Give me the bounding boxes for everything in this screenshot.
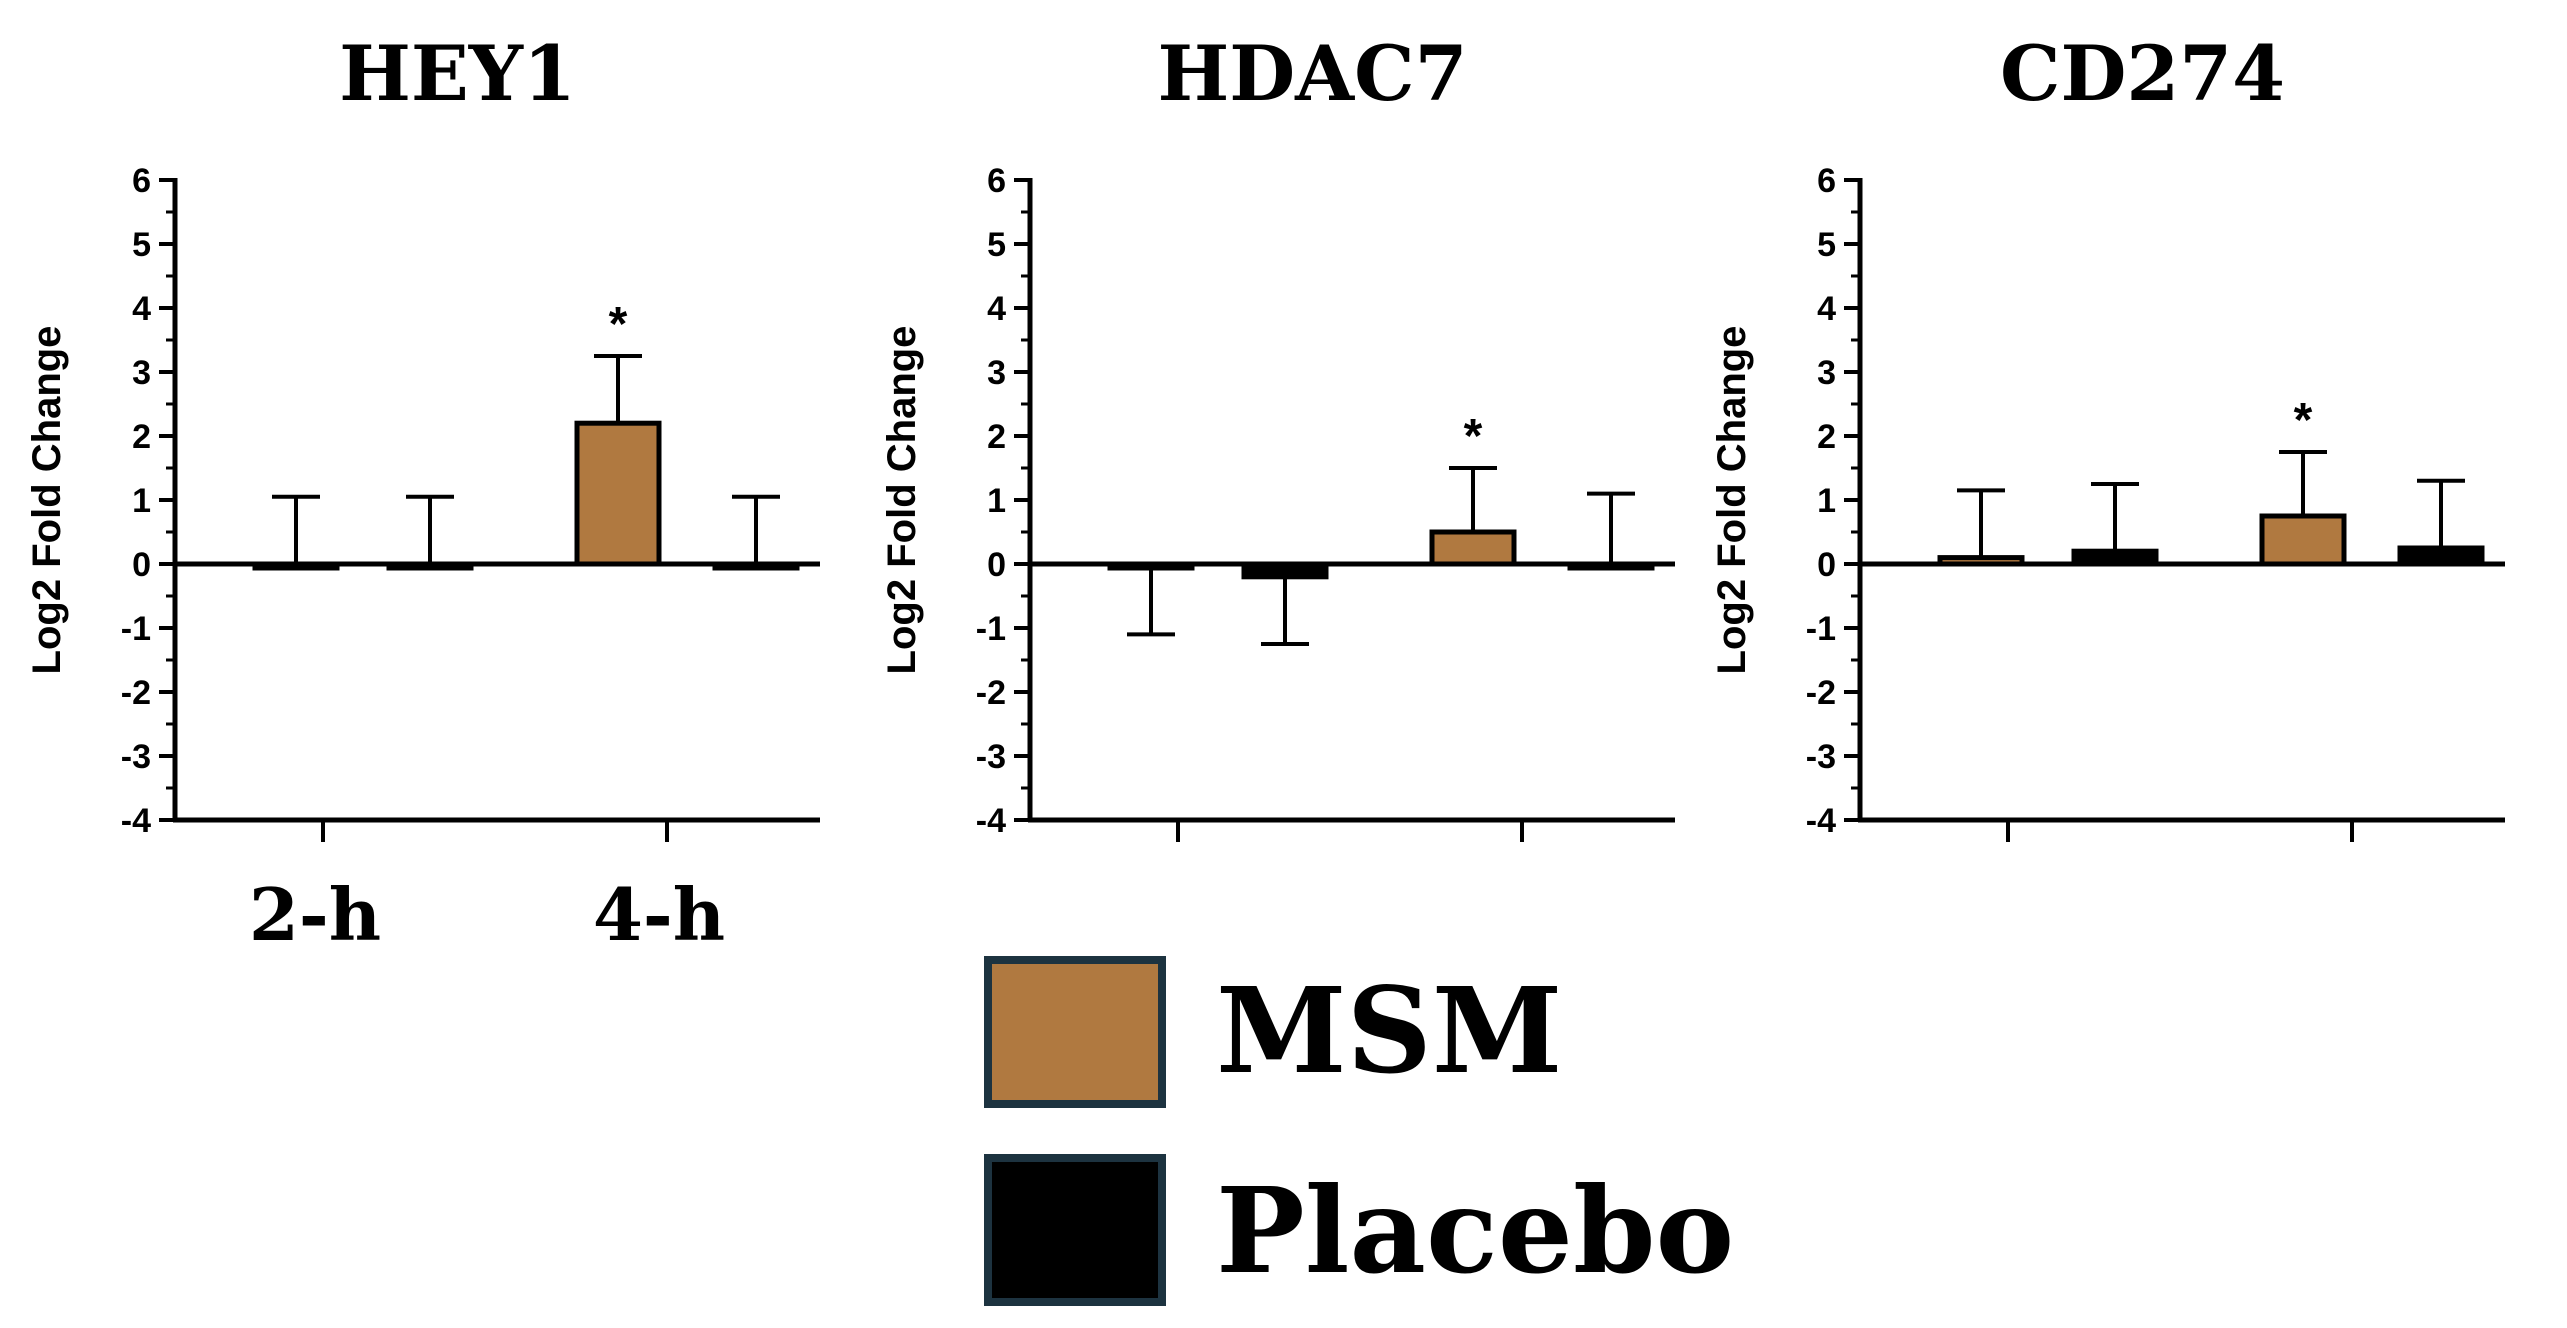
y-tick-label: 0 [1817,546,1836,584]
y-tick-label: -4 [976,802,1006,840]
y-tick-label: 5 [132,226,151,264]
chart-panel-cd274: CD274 Log2 Fold Change 6 5 4 3 2 1 0 -1 -2 -3 -4 * [1710,29,2505,842]
y-tick-label: 5 [987,226,1006,264]
y-tick-label: 4 [1817,290,1836,328]
y-tick-label: 3 [1817,354,1836,392]
y-axis-label: Log2 Fold Change [25,326,69,675]
significance-marker: * [1464,410,1483,463]
y-tick-label: -1 [976,610,1006,648]
y-tick-label: 4 [132,290,151,328]
legend-swatch-msm [984,956,1166,1108]
y-tick-label: -3 [976,738,1006,776]
y-tick-label: 2 [132,418,151,456]
legend-label-placebo: Placebo [1216,1161,1734,1300]
y-tick-label: 0 [132,546,151,584]
y-tick-label: 2 [987,418,1006,456]
legend-swatch-placebo [984,1154,1166,1306]
y-tick-label: 1 [1817,482,1836,520]
y-tick-label: -3 [121,738,151,776]
bar-placebo [2071,548,2159,567]
chart-title: HDAC7 [1157,29,1467,118]
y-tick-label: 4 [987,290,1006,328]
y-tick-label: 3 [132,354,151,392]
y-tick-label: 0 [987,546,1006,584]
bar-placebo [1567,561,1655,571]
bar-placebo [2397,545,2485,567]
significance-marker: * [2294,394,2313,447]
bar-placebo [1241,561,1329,580]
chart-panel-hey1: HEY1 Log2 Fold Change 6 5 4 3 2 1 0 -1 -2 -3 -4 2-h 4-… [25,29,820,957]
bar-msm [2259,513,2347,567]
x-category-label: 4-h [593,872,725,957]
y-tick-label: -1 [121,610,151,648]
bar-msm [1429,529,1517,567]
chart-panel-hdac7: HDAC7 Log2 Fold Change 6 5 4 3 2 1 0 -1 -2 -3 -4 * [880,29,1675,842]
y-tick-label: -3 [1806,738,1836,776]
y-tick-label: 2 [1817,418,1836,456]
y-tick-label: -2 [121,674,151,712]
y-tick-label: 3 [987,354,1006,392]
y-tick-label: -1 [1806,610,1836,648]
y-axis-label: Log2 Fold Change [1710,326,1754,675]
bar-msm [1937,555,2025,567]
x-category-label: 2-h [249,872,381,957]
chart-title: HEY1 [339,29,576,118]
legend: MSM Placebo [984,956,1734,1306]
y-tick-label: -2 [1806,674,1836,712]
y-axis-label: Log2 Fold Change [880,326,924,675]
y-tick-label: -4 [1806,802,1836,840]
y-tick-label: 6 [987,162,1006,200]
y-tick-label: -4 [121,802,151,840]
bar-msm [574,420,662,567]
significance-marker: * [609,298,628,351]
y-tick-label: -2 [976,674,1006,712]
y-tick-label: 6 [1817,162,1836,200]
y-tick-label: 5 [1817,226,1836,264]
y-tick-label: 1 [987,482,1006,520]
y-tick-label: 1 [132,482,151,520]
chart-title: CD274 [2000,29,2285,118]
y-tick-label: 6 [132,162,151,200]
legend-label-msm: MSM [1216,961,1562,1100]
